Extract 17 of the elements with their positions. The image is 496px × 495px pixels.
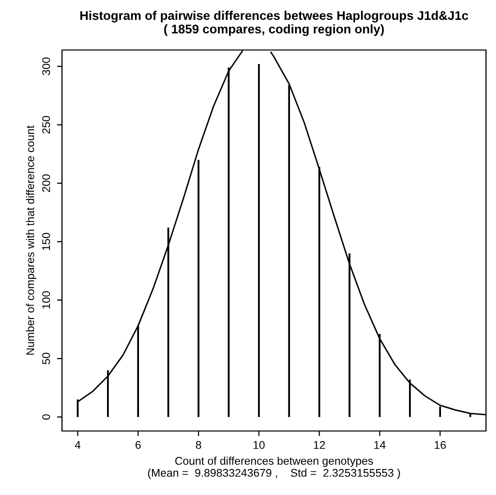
x-tick-label: 6 (136, 441, 141, 449)
y-tick-label: 300 (42, 58, 50, 76)
x-axis-title: Count of differences between genotypes (Mean = 9.89833243679 , Std = 2.3253155553 ) (148, 456, 400, 479)
x-tick-label: 12 (314, 441, 325, 449)
x-tick-label: 8 (196, 441, 202, 449)
y-tick-label: 150 (42, 232, 50, 250)
x-tick-label: 10 (254, 441, 265, 449)
y-axis-title: Number of compares with that difference count (26, 125, 36, 355)
chart-title: Histogram of pairwise differences betwees Haplogroups J1d&J1c ( 1859 compares, coding region only) (80, 10, 468, 36)
y-tick-label: 100 (42, 291, 50, 309)
x-tick-label: 16 (434, 441, 446, 449)
y-tick-label: 0 (42, 414, 50, 420)
x-tick-label: 14 (374, 441, 386, 449)
y-tick-label: 50 (42, 352, 50, 364)
y-tick-label: 250 (42, 116, 50, 134)
y-tick-label: 200 (42, 174, 50, 192)
x-tick-label: 4 (74, 441, 80, 449)
